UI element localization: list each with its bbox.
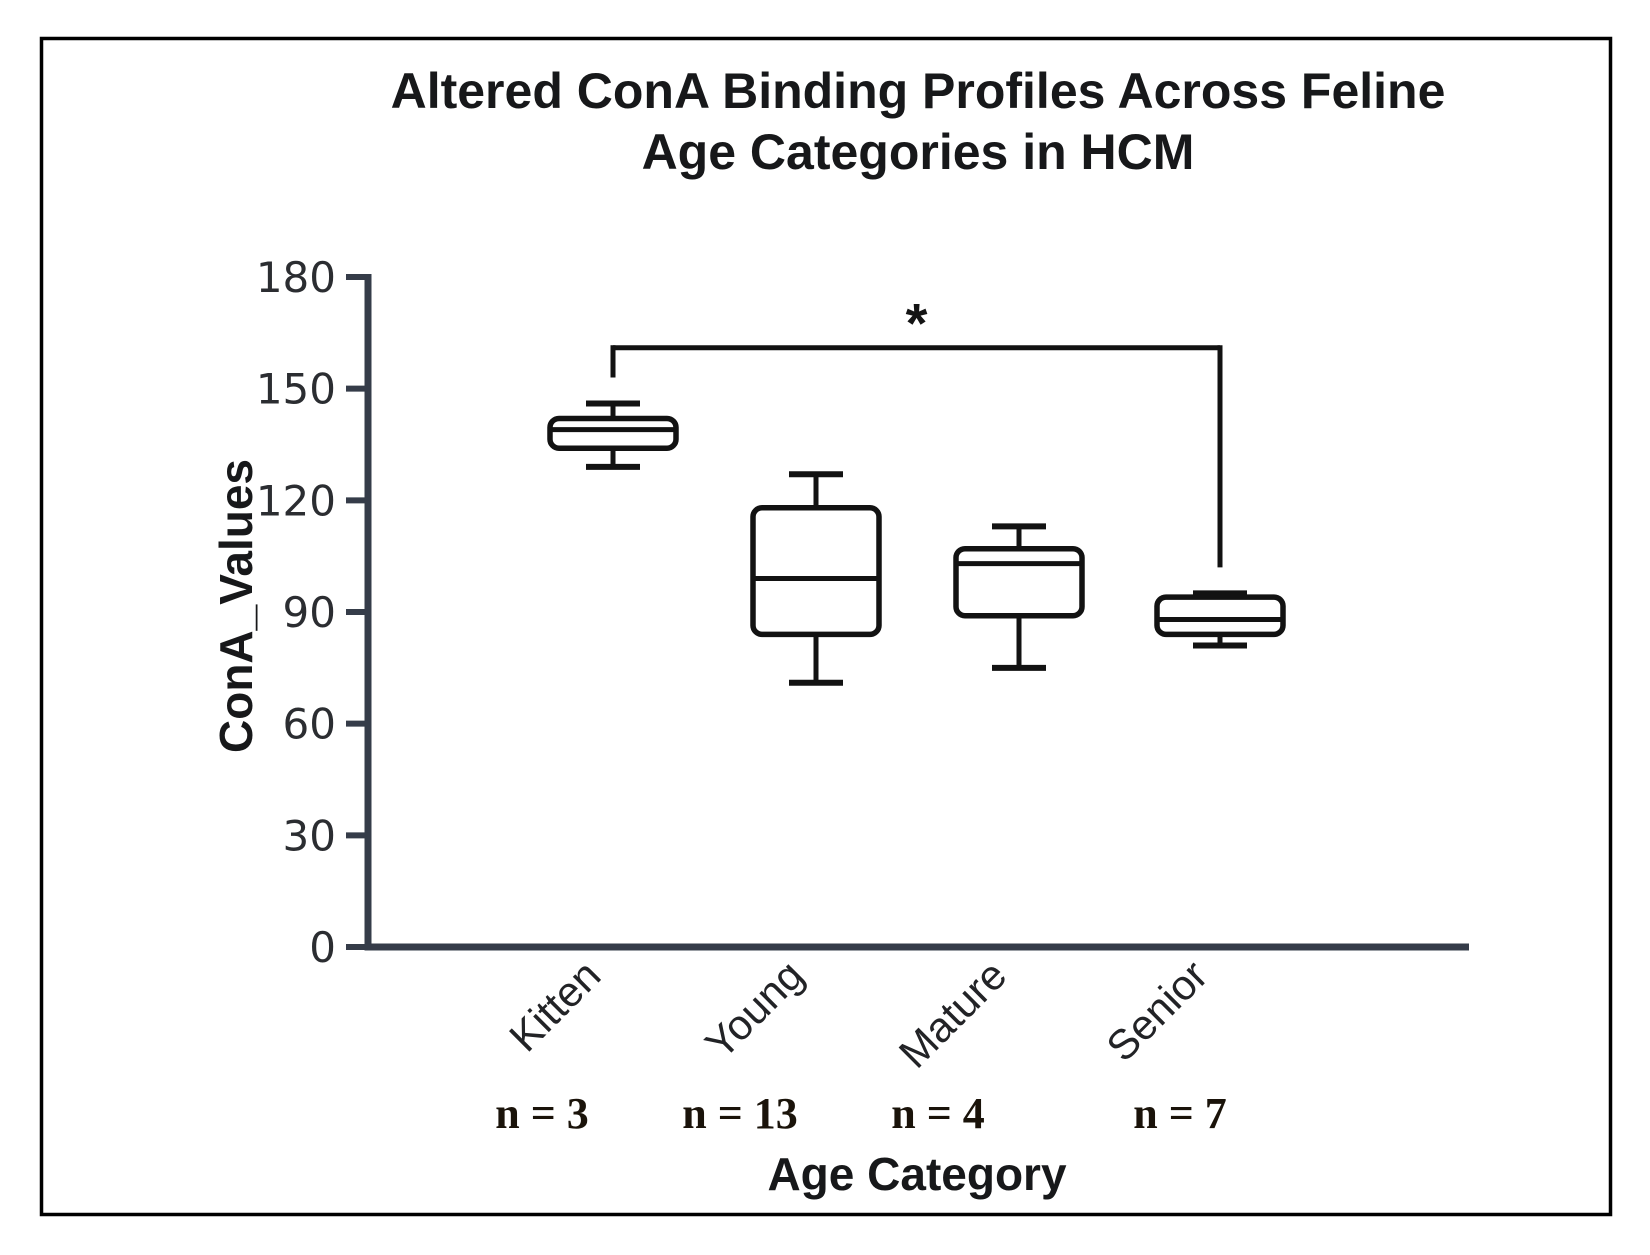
sample-size-label-mature: n = 4 — [891, 1089, 985, 1138]
figure-border — [39, 36, 1613, 1217]
y-tick-label: 150 — [256, 365, 336, 414]
x-category-label-mature: Mature — [890, 951, 1016, 1077]
significance-annotation: * — [610, 292, 1223, 568]
iqr-box — [547, 415, 679, 451]
y-tick-label: 180 — [256, 253, 336, 302]
y-axis-title: ConA_Values — [210, 459, 262, 753]
boxplot-mature — [953, 523, 1085, 671]
x-category-label-senior: Senior — [1097, 951, 1216, 1070]
chart-title-line2: Age Categories in HCM — [642, 124, 1195, 180]
x-category-label-young: Young — [696, 951, 812, 1067]
y-tick-label: 30 — [283, 811, 336, 860]
boxplot-kitten — [547, 400, 679, 470]
iqr-box — [750, 505, 882, 638]
y-tick-label: 120 — [256, 476, 336, 525]
axes: 0 30 60 90 120 150 180 — [256, 253, 1469, 972]
boxplots — [547, 400, 1286, 686]
y-tick-label: 90 — [283, 588, 336, 637]
boxplot-young — [750, 471, 882, 686]
iqr-box — [953, 545, 1085, 619]
x-category-label-kitten: Kitten — [500, 951, 609, 1060]
x-axis-title: Age Category — [767, 1148, 1066, 1200]
sample-size-label-kitten: n = 3 — [495, 1089, 589, 1138]
category-labels: Kitten n = 3 Young n = 13 Mature n = 4 Senior n… — [495, 951, 1227, 1138]
sample-size-label-senior: n = 7 — [1133, 1089, 1227, 1138]
significance-star: * — [906, 292, 928, 355]
sample-size-label-young: n = 13 — [682, 1089, 798, 1138]
chart-title-line1: Altered ConA Binding Profiles Across Fel… — [391, 63, 1446, 119]
iqr-box — [1154, 594, 1286, 638]
y-tick-label: 0 — [309, 923, 336, 972]
boxplot-senior — [1154, 590, 1286, 649]
y-tick-label: 60 — [283, 700, 336, 749]
